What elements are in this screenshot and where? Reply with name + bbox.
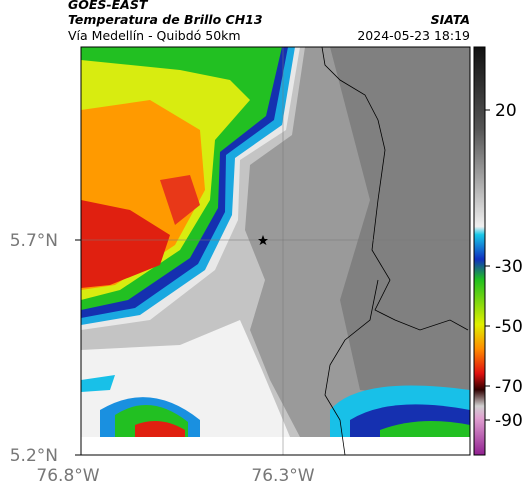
colorbar-label: 20 <box>495 101 517 121</box>
lat-label: 5.7°N <box>10 231 58 251</box>
source: SIATA <box>431 12 470 27</box>
colorbar-label: -90 <box>495 411 523 431</box>
timestamp: 2024-05-23 18:19 <box>357 28 470 43</box>
map-frame <box>80 46 471 456</box>
satellite-image <box>81 47 470 455</box>
colorbar <box>473 46 486 456</box>
colorbar-ticks: 20 -30 -50 -70 -90 <box>485 101 523 431</box>
lat-label: 5.2°N <box>10 446 58 466</box>
location: Vía Medellín - Quibdó 50km <box>68 28 241 43</box>
product: Temperatura de Brillo CH13 <box>68 12 263 27</box>
satellite: GOES-EAST <box>68 0 149 12</box>
lon-label: 76.8°W <box>36 466 99 486</box>
colorbar-label: -30 <box>495 257 523 277</box>
colorbar-label: -70 <box>495 377 523 397</box>
lon-label: 76.3°W <box>251 466 314 486</box>
colorbar-label: -50 <box>495 317 523 337</box>
